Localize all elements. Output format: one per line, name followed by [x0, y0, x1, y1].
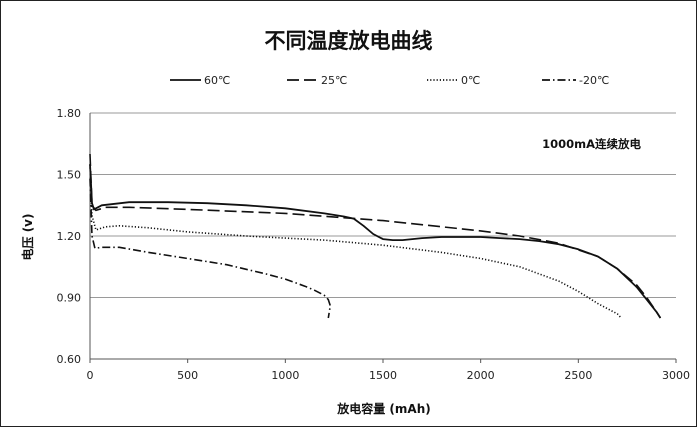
series-line-3	[89, 178, 332, 319]
x-tick-label: 2500	[564, 369, 592, 382]
legend-label-2: 0℃	[461, 74, 480, 87]
x-axis-label: 放电容量 (mAh)	[336, 401, 430, 416]
chart-title: 不同温度放电曲线	[264, 29, 433, 53]
x-tick-label: 0	[87, 369, 94, 382]
y-tick-label: 1.50	[57, 169, 82, 182]
legend-label-3: -20℃	[579, 74, 609, 87]
series-line-1	[89, 153, 662, 319]
x-tick-label: 1000	[271, 369, 299, 382]
x-tick-label: 2000	[467, 369, 495, 382]
grid-lines	[90, 112, 676, 298]
y-tick-label: 0.90	[57, 292, 82, 305]
y-axis-label: 电压 (v)	[20, 214, 35, 261]
legend-label-1: 25℃	[321, 74, 347, 87]
y-tick-label: 1.80	[57, 107, 82, 120]
y-tick-label: 1.20	[57, 230, 82, 243]
series-line-0	[89, 164, 662, 319]
series-layer	[89, 153, 662, 319]
axes: 0.60 0.90 1.20 1.50 1.80 0 500 1000 1500 2000 2500…	[57, 107, 691, 382]
legend: 60℃ 25℃ 0℃ -20℃	[170, 74, 609, 87]
y-tick-label: 0.60	[57, 353, 82, 366]
x-tick-label: 500	[177, 369, 198, 382]
discharge-rate-annotation: 1000mA连续放电	[542, 137, 641, 151]
x-tick-label: 3000	[662, 369, 690, 382]
legend-label-0: 60℃	[204, 74, 230, 87]
x-tick-label: 1500	[369, 369, 397, 382]
